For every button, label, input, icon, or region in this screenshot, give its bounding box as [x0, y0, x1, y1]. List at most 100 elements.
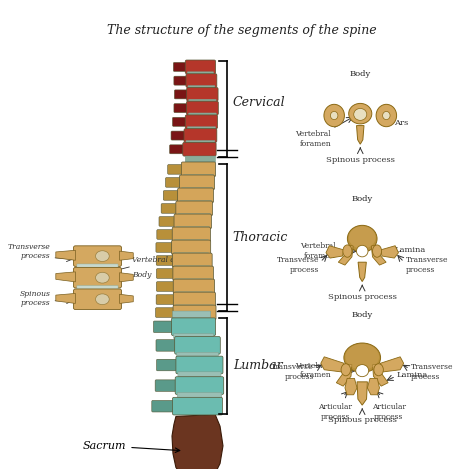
Text: Spinous process: Spinous process	[328, 293, 397, 301]
Polygon shape	[357, 382, 367, 405]
FancyBboxPatch shape	[182, 188, 213, 192]
Polygon shape	[373, 365, 388, 386]
Text: Transverse
process: Transverse process	[410, 364, 453, 381]
FancyBboxPatch shape	[183, 142, 216, 156]
Polygon shape	[338, 246, 353, 265]
Text: Spinous
process: Spinous process	[19, 290, 50, 307]
FancyBboxPatch shape	[73, 289, 121, 310]
FancyBboxPatch shape	[77, 264, 118, 270]
FancyBboxPatch shape	[180, 175, 215, 190]
Polygon shape	[358, 262, 366, 282]
FancyBboxPatch shape	[172, 240, 211, 255]
Ellipse shape	[376, 104, 397, 127]
FancyBboxPatch shape	[184, 128, 217, 142]
Polygon shape	[56, 250, 75, 260]
Text: Body: Body	[352, 195, 373, 203]
FancyBboxPatch shape	[182, 162, 216, 177]
Polygon shape	[371, 246, 386, 265]
FancyBboxPatch shape	[178, 214, 210, 219]
FancyBboxPatch shape	[189, 99, 216, 104]
FancyBboxPatch shape	[174, 214, 211, 229]
Polygon shape	[119, 273, 133, 282]
FancyBboxPatch shape	[173, 292, 216, 307]
FancyBboxPatch shape	[155, 380, 178, 392]
Ellipse shape	[346, 344, 379, 370]
Text: Lamina: Lamina	[394, 246, 426, 254]
FancyBboxPatch shape	[189, 113, 216, 118]
FancyBboxPatch shape	[187, 127, 216, 132]
FancyBboxPatch shape	[156, 359, 178, 371]
FancyBboxPatch shape	[159, 217, 176, 226]
FancyBboxPatch shape	[155, 308, 175, 318]
Ellipse shape	[349, 226, 375, 249]
FancyBboxPatch shape	[175, 377, 224, 394]
Ellipse shape	[356, 365, 369, 377]
FancyBboxPatch shape	[156, 269, 175, 278]
FancyBboxPatch shape	[185, 156, 216, 162]
FancyBboxPatch shape	[164, 191, 180, 200]
FancyBboxPatch shape	[73, 267, 121, 288]
FancyBboxPatch shape	[172, 227, 210, 242]
Text: Transverse
process: Transverse process	[8, 243, 50, 260]
FancyBboxPatch shape	[175, 337, 220, 354]
Text: Thoracic: Thoracic	[233, 230, 288, 244]
FancyBboxPatch shape	[174, 266, 210, 271]
FancyBboxPatch shape	[77, 285, 118, 292]
Text: Articular
process: Articular process	[319, 403, 353, 420]
Text: Sacrum: Sacrum	[83, 441, 180, 453]
Ellipse shape	[383, 111, 390, 119]
Polygon shape	[56, 272, 75, 282]
Text: Cervical: Cervical	[233, 96, 285, 109]
Text: The structure of the segments of the spine: The structure of the segments of the spi…	[107, 24, 376, 37]
FancyBboxPatch shape	[161, 204, 178, 213]
FancyBboxPatch shape	[174, 76, 189, 85]
Polygon shape	[326, 246, 344, 258]
FancyBboxPatch shape	[156, 282, 176, 292]
FancyBboxPatch shape	[156, 243, 174, 252]
Text: Transverse
process: Transverse process	[405, 256, 448, 273]
FancyBboxPatch shape	[174, 240, 209, 245]
Ellipse shape	[354, 109, 367, 120]
Ellipse shape	[373, 245, 382, 257]
FancyBboxPatch shape	[176, 356, 223, 374]
Ellipse shape	[96, 294, 109, 305]
FancyBboxPatch shape	[186, 140, 215, 146]
Ellipse shape	[96, 251, 109, 262]
FancyBboxPatch shape	[185, 60, 216, 74]
FancyBboxPatch shape	[178, 188, 214, 203]
FancyBboxPatch shape	[187, 88, 218, 101]
Polygon shape	[337, 365, 352, 386]
Ellipse shape	[341, 364, 351, 376]
Ellipse shape	[343, 245, 352, 257]
FancyBboxPatch shape	[177, 392, 222, 397]
Text: Vertebral
foramen: Vertebral foramen	[300, 243, 336, 260]
FancyBboxPatch shape	[165, 178, 182, 187]
FancyBboxPatch shape	[154, 321, 174, 333]
FancyBboxPatch shape	[172, 318, 216, 336]
FancyBboxPatch shape	[177, 352, 219, 357]
FancyBboxPatch shape	[173, 279, 215, 294]
Text: Lumbar: Lumbar	[233, 359, 283, 372]
Text: Transverse
process: Transverse process	[272, 364, 314, 381]
FancyBboxPatch shape	[171, 131, 186, 140]
FancyBboxPatch shape	[180, 201, 211, 206]
FancyBboxPatch shape	[173, 305, 216, 320]
Ellipse shape	[330, 111, 338, 119]
Polygon shape	[321, 357, 344, 372]
FancyBboxPatch shape	[173, 334, 214, 338]
Text: Body: Body	[352, 311, 373, 319]
Ellipse shape	[324, 104, 345, 127]
Polygon shape	[356, 126, 364, 144]
FancyBboxPatch shape	[174, 104, 189, 113]
FancyBboxPatch shape	[174, 90, 189, 99]
FancyBboxPatch shape	[170, 145, 185, 154]
Ellipse shape	[349, 103, 372, 124]
FancyBboxPatch shape	[188, 85, 215, 91]
FancyBboxPatch shape	[185, 115, 218, 128]
FancyBboxPatch shape	[173, 253, 212, 268]
FancyBboxPatch shape	[176, 201, 212, 216]
FancyBboxPatch shape	[175, 292, 213, 297]
Text: Spinous process: Spinous process	[326, 156, 395, 164]
FancyBboxPatch shape	[176, 227, 210, 232]
Ellipse shape	[356, 246, 368, 257]
